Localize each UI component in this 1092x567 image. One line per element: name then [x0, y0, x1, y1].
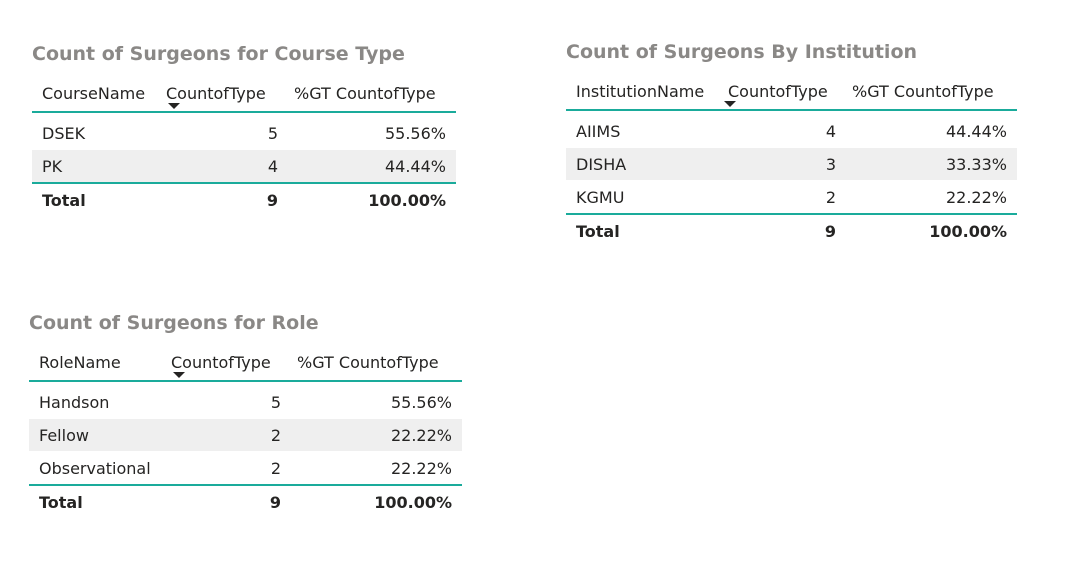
total-percent: 100.00%	[288, 182, 456, 216]
column-header-count-of-type[interactable]: CountofType	[165, 345, 291, 382]
total-count: 9	[160, 182, 288, 216]
column-header-institution-name[interactable]: InstitutionName	[566, 74, 722, 111]
total-row: Total 9 100.00%	[32, 182, 456, 216]
row-percent: 55.56%	[288, 117, 456, 150]
table-row[interactable]: Observational 2 22.22%	[29, 452, 462, 486]
role-table: RoleName CountofType %GT CountofType Han…	[29, 345, 462, 518]
row-label: DISHA	[566, 147, 722, 181]
row-count: 4	[722, 115, 846, 148]
row-label: Fellow	[29, 418, 165, 452]
total-label: Total	[32, 182, 160, 216]
sort-descending-caret-icon[interactable]	[168, 103, 180, 109]
table-row[interactable]: Fellow 2 22.22%	[29, 418, 462, 452]
course-type-table: CourseName CountofType %GT CountofType D…	[32, 76, 456, 216]
row-count: 5	[160, 117, 288, 150]
sort-descending-caret-icon[interactable]	[173, 372, 185, 378]
table-row[interactable]: PK 4 44.44%	[32, 149, 456, 183]
visual-title-course-type: Count of Surgeons for Course Type	[32, 43, 405, 65]
institution-table: InstitutionName CountofType %GT CountofT…	[566, 74, 1017, 247]
visual-role: Count of Surgeons for Role RoleName Coun…	[29, 311, 462, 518]
column-header-gt-count-of-type[interactable]: %GT CountofType	[291, 345, 462, 382]
total-row: Total 9 100.00%	[566, 213, 1017, 247]
total-count: 9	[722, 213, 846, 247]
sort-descending-caret-icon[interactable]	[724, 101, 736, 107]
header-row: CourseName CountofType %GT CountofType	[32, 76, 456, 113]
total-count: 9	[165, 484, 291, 518]
row-label: Handson	[29, 386, 165, 419]
table-row[interactable]: Handson 5 55.56%	[29, 386, 462, 419]
row-label: DSEK	[32, 117, 160, 150]
row-count: 2	[825, 187, 836, 207]
header-row: RoleName CountofType %GT CountofType	[29, 345, 462, 382]
table-row[interactable]: DSEK 5 55.56%	[32, 117, 456, 150]
visual-title-institution: Count of Surgeons By Institution	[566, 41, 918, 63]
total-percent: 100.00%	[846, 213, 1017, 247]
total-row: Total 9 100.00%	[29, 484, 462, 518]
table-row[interactable]: DISHA 3 33.33%	[566, 147, 1017, 181]
row-label: Observational	[39, 458, 151, 478]
visual-course-type: Count of Surgeons for Course Type Course…	[32, 42, 456, 216]
row-count: 3	[722, 147, 846, 181]
column-header-count-of-type[interactable]: CountofType	[160, 76, 288, 113]
column-header-role-name[interactable]: RoleName	[29, 345, 165, 382]
row-count: 2	[270, 458, 281, 478]
row-label: PK	[32, 149, 160, 183]
row-count: 2	[165, 418, 291, 452]
row-percent: 44.44%	[288, 149, 456, 183]
header-row: InstitutionName CountofType %GT CountofT…	[566, 74, 1017, 111]
row-count: 5	[165, 386, 291, 419]
row-count: 4	[160, 149, 288, 183]
total-percent: 100.00%	[291, 484, 462, 518]
row-label: KGMU	[576, 187, 625, 207]
row-percent: 55.56%	[291, 386, 462, 419]
table-row[interactable]: AIIMS 4 44.44%	[566, 115, 1017, 148]
visual-title-role: Count of Surgeons for Role	[29, 312, 319, 334]
row-percent: 22.22%	[390, 458, 452, 478]
row-percent: 22.22%	[291, 418, 462, 452]
row-percent: 33.33%	[846, 147, 1017, 181]
row-percent: 44.44%	[846, 115, 1017, 148]
column-header-count-of-type[interactable]: CountofType	[722, 74, 846, 111]
table-row[interactable]: KGMU 2 22.22%	[566, 181, 1017, 215]
column-header-gt-count-of-type[interactable]: %GT CountofType	[288, 76, 456, 113]
row-label: AIIMS	[566, 115, 722, 148]
total-label: Total	[566, 213, 722, 247]
total-label: Total	[29, 484, 165, 518]
column-header-gt-count-of-type[interactable]: %GT CountofType	[846, 74, 1017, 111]
row-percent: 22.22%	[945, 187, 1007, 207]
column-header-course-name[interactable]: CourseName	[32, 76, 160, 113]
visual-institution: Count of Surgeons By Institution Institu…	[566, 40, 1017, 247]
